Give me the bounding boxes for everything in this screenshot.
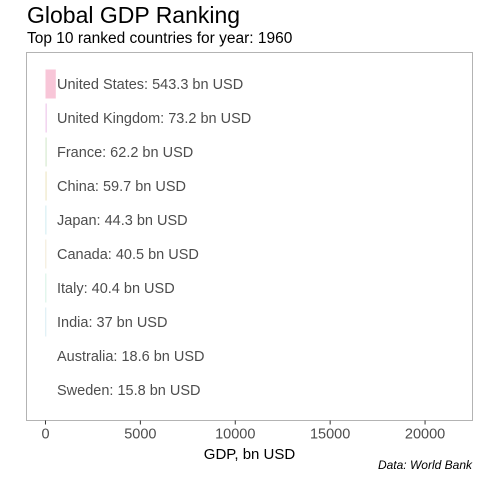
bar-label: Sweden: 15.8 bn USD — [57, 383, 200, 399]
bar-china — [45, 171, 47, 201]
bar-india — [45, 307, 47, 337]
bar-united-states — [45, 69, 56, 99]
bar-label: Japan: 44.3 bn USD — [57, 213, 188, 229]
bar-labels-group: United States: 543.3 bn USD United Kingdo… — [57, 77, 251, 399]
bar-japan — [45, 205, 47, 235]
data-source-caption: Data: World Bank — [377, 458, 472, 472]
bar-label: United States: 543.3 bn USD — [57, 77, 243, 93]
bar-label: India: 37 bn USD — [57, 315, 167, 331]
bar-label: Italy: 40.4 bn USD — [57, 281, 175, 297]
bar-label: Australia: 18.6 bn USD — [57, 349, 205, 365]
x-tick-label: 10000 — [215, 427, 255, 443]
x-tick-label: 20000 — [405, 427, 445, 443]
x-axis: 0 5000 10000 15000 20000 — [41, 420, 445, 443]
x-tick-label: 15000 — [310, 427, 350, 443]
plot-panel — [26, 52, 473, 421]
chart-subtitle: Top 10 ranked countries for year: 1960 — [27, 30, 293, 47]
bar-france — [45, 137, 47, 167]
bar-australia — [45, 341, 46, 371]
bar-label: France: 62.2 bn USD — [57, 145, 193, 161]
chart-title: Global GDP Ranking — [27, 2, 241, 28]
bars-group — [45, 69, 56, 405]
bar-label: China: 59.7 bn USD — [57, 179, 186, 195]
bar-sweden — [45, 375, 46, 405]
bar-united-kingdom — [45, 103, 47, 133]
bar-italy — [45, 273, 47, 303]
x-axis-title: GDP, bn USD — [204, 446, 296, 463]
bar-canada — [45, 239, 47, 269]
x-tick-label: 0 — [41, 427, 49, 443]
x-tick-label: 5000 — [124, 427, 156, 443]
bar-label: Canada: 40.5 bn USD — [57, 247, 199, 263]
bar-label: United Kingdom: 73.2 bn USD — [57, 111, 251, 127]
